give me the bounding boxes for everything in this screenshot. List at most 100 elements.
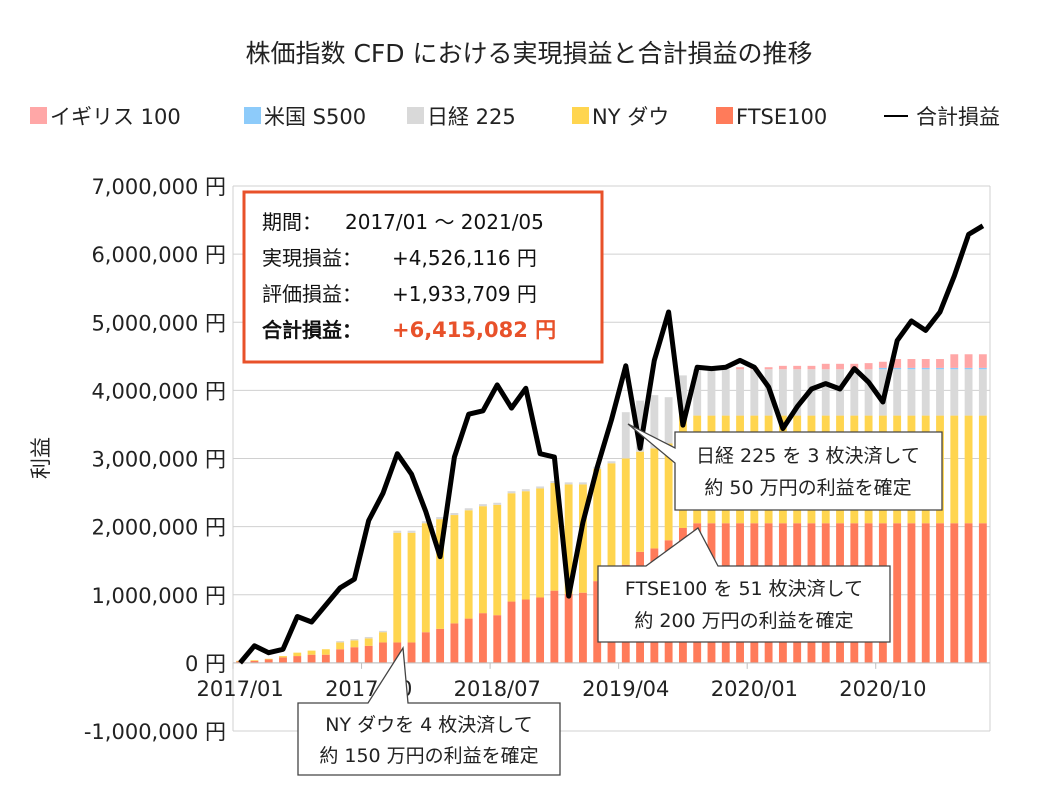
y-tick-label: 4,000,000 円 xyxy=(91,379,226,403)
bar-FTSE100 xyxy=(907,523,916,663)
realized-label: 実現損益： xyxy=(262,246,362,270)
y-tick-label: -1,000,000 円 xyxy=(84,720,226,744)
bar-NY-ダウ xyxy=(407,532,416,643)
bar-FTSE100 xyxy=(436,628,445,663)
bar-イギリス-100 xyxy=(921,359,930,368)
bar-日経-225 xyxy=(921,369,930,416)
bar-NY-ダウ xyxy=(550,483,559,591)
bar-日経-225 xyxy=(493,502,502,505)
bar-日経-225 xyxy=(550,480,559,484)
bar-FTSE100 xyxy=(593,581,602,663)
legend: イギリス 100 米国 S500 日経 225 NY ダウ FTSE100 合計損益 xyxy=(30,105,1000,129)
bar-米国-S500 xyxy=(921,367,930,370)
y-tick-label: 3,000,000 円 xyxy=(91,448,226,472)
bar-日経-225 xyxy=(379,630,387,633)
bar-イギリス-100 xyxy=(964,354,973,368)
bar-FTSE100 xyxy=(293,656,302,663)
legend-label: 合計損益 xyxy=(916,105,1000,129)
bar-NY-ダウ xyxy=(507,493,516,602)
bar-NY-ダウ xyxy=(521,491,530,600)
legend-swatch xyxy=(716,107,733,124)
legend-swatch xyxy=(572,107,589,124)
bar-FTSE100 xyxy=(550,590,559,663)
bar-イギリス-100 xyxy=(950,354,959,368)
bar-米国-S500 xyxy=(907,367,916,370)
bar-FTSE100 xyxy=(950,523,959,663)
x-tick-label: 2020/01 xyxy=(711,677,798,701)
legend-label: イギリス 100 xyxy=(50,105,181,129)
bar-FTSE100 xyxy=(964,523,973,663)
bar-イギリス-100 xyxy=(821,363,830,370)
bar-イギリス-100 xyxy=(878,361,887,368)
bar-日経-225 xyxy=(621,412,630,459)
bar-日経-225 xyxy=(821,369,830,416)
y-tick-label: 5,000,000 円 xyxy=(91,311,226,335)
bar-日経-225 xyxy=(678,375,687,416)
bar-FTSE100 xyxy=(521,599,530,663)
total-label: 合計損益： xyxy=(262,318,362,342)
bar-イギリス-100 xyxy=(836,363,844,370)
bar-NY-ダウ xyxy=(364,638,373,646)
bar-日経-225 xyxy=(521,489,530,492)
bar-FTSE100 xyxy=(421,632,430,663)
summary-box-frame xyxy=(242,190,604,364)
bar-イギリス-100 xyxy=(893,359,902,368)
bar-日経-225 xyxy=(664,397,673,444)
bar-NY-ダウ xyxy=(436,519,445,629)
total-line xyxy=(238,223,985,665)
bar-FTSE100 xyxy=(493,615,502,663)
bar-NY-ダウ xyxy=(479,506,487,614)
bar-日経-225 xyxy=(850,369,859,416)
bar-NY-ダウ xyxy=(464,510,473,619)
bar-NY-ダウ xyxy=(279,656,287,658)
line-total xyxy=(238,223,985,665)
bar-NY-ダウ xyxy=(350,640,359,648)
callout-nydow-line2: 約 150 万円の利益を確定 xyxy=(319,745,538,767)
bar-日経-225 xyxy=(579,482,587,485)
bar-FTSE100 xyxy=(507,601,516,663)
bar-NY-ダウ xyxy=(579,484,587,593)
callout-nikkei-line2: 約 50 万円の利益を確定 xyxy=(704,477,911,499)
bar-イギリス-100 xyxy=(778,365,787,370)
bar-NY-ダウ xyxy=(607,463,616,575)
bar-FTSE100 xyxy=(379,642,387,663)
bar-日経-225 xyxy=(907,369,916,416)
callout-nikkei: 日経 225 を 3 枚決済して 約 50 万円の利益を確定 xyxy=(627,423,943,511)
bar-イギリス-100 xyxy=(907,359,916,368)
bar-NY-ダウ xyxy=(336,642,345,650)
bar-NY-ダウ xyxy=(536,488,545,598)
period-label: 期間： xyxy=(262,210,322,234)
bar-日経-225 xyxy=(778,369,787,416)
bar-イギリス-100 xyxy=(764,367,773,370)
bar-日経-225 xyxy=(436,517,445,520)
bar-日経-225 xyxy=(607,461,616,464)
bar-日経-225 xyxy=(978,369,987,416)
bar-FTSE100 xyxy=(450,623,459,663)
bar-FTSE100 xyxy=(978,523,987,663)
legend-swatch xyxy=(30,107,47,124)
bar-日経-225 xyxy=(836,369,844,416)
bar-FTSE100 xyxy=(479,613,487,663)
bar-日経-225 xyxy=(864,369,873,416)
bar-FTSE100 xyxy=(279,657,287,663)
callout-nydow: NY ダウを 4 枚決済して 約 150 万円の利益を確定 xyxy=(297,646,561,776)
bar-FTSE100 xyxy=(307,654,316,663)
bar-日経-225 xyxy=(793,369,802,416)
legend-swatch xyxy=(407,107,424,124)
callout-nikkei-line1: 日経 225 を 3 枚決済して xyxy=(696,445,920,467)
unrealized-value: +1,933,709 円 xyxy=(392,282,537,306)
y-tick-label: 1,000,000 円 xyxy=(91,584,226,608)
bar-日経-225 xyxy=(893,369,902,416)
bar-FTSE100 xyxy=(564,594,573,663)
bar-日経-225 xyxy=(964,369,973,416)
x-axis-ticks: 2017/01 2017/10 2018/07 2019/04 2020/01 2020/… xyxy=(197,662,990,701)
bar-NY-ダウ xyxy=(421,523,430,633)
bar-NY-ダウ xyxy=(307,650,316,655)
legend-label: 米国 S500 xyxy=(264,105,366,129)
bar-NY-ダウ xyxy=(293,652,302,657)
bar-日経-225 xyxy=(536,486,545,489)
total-value: +6,415,082 円 xyxy=(392,318,556,342)
bar-日経-225 xyxy=(450,513,459,516)
bar-米国-S500 xyxy=(893,367,902,370)
